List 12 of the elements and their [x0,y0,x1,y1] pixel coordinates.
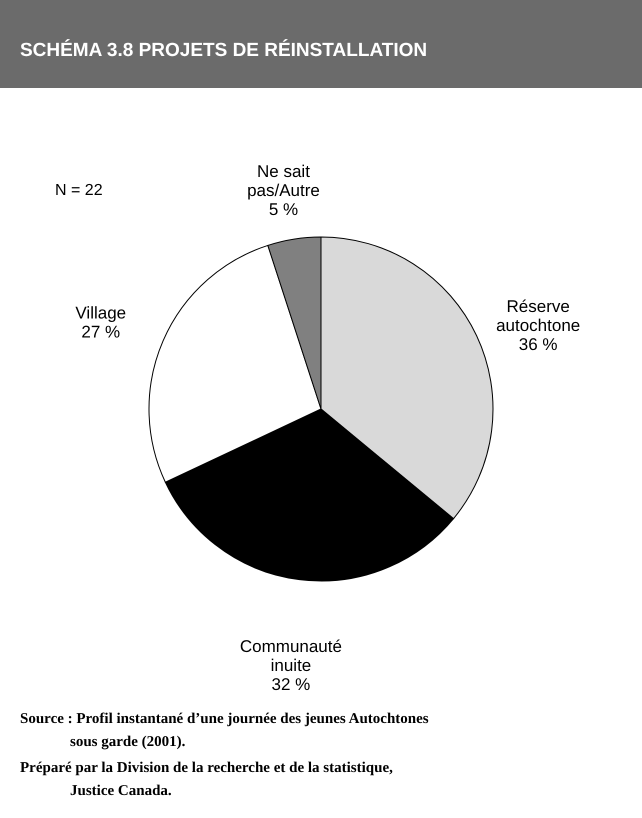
slice-label: Village [75,304,126,323]
slice-label: Réserve autochtone [496,296,580,335]
data-label: 5 % [268,200,298,219]
chart-title: SCHÉMA 3.8 PROJETS DE RÉINSTALLATION [20,39,428,61]
data-label: 36 % [518,334,558,354]
slice-label: Communauté inuite [240,637,342,676]
data-label: 27 % [81,322,120,342]
text: Préparé par la Division de la recherche et de la statistique, Justice Canada. [20,760,394,799]
slice-label: Ne sait pas/Autre [247,162,320,200]
source-note: Source : Profil instantané d’une journée des jeunes Autochtones sous garde (2001). [20,711,429,750]
text: N = 22 [55,182,103,199]
data-label: 32 % [272,675,310,694]
